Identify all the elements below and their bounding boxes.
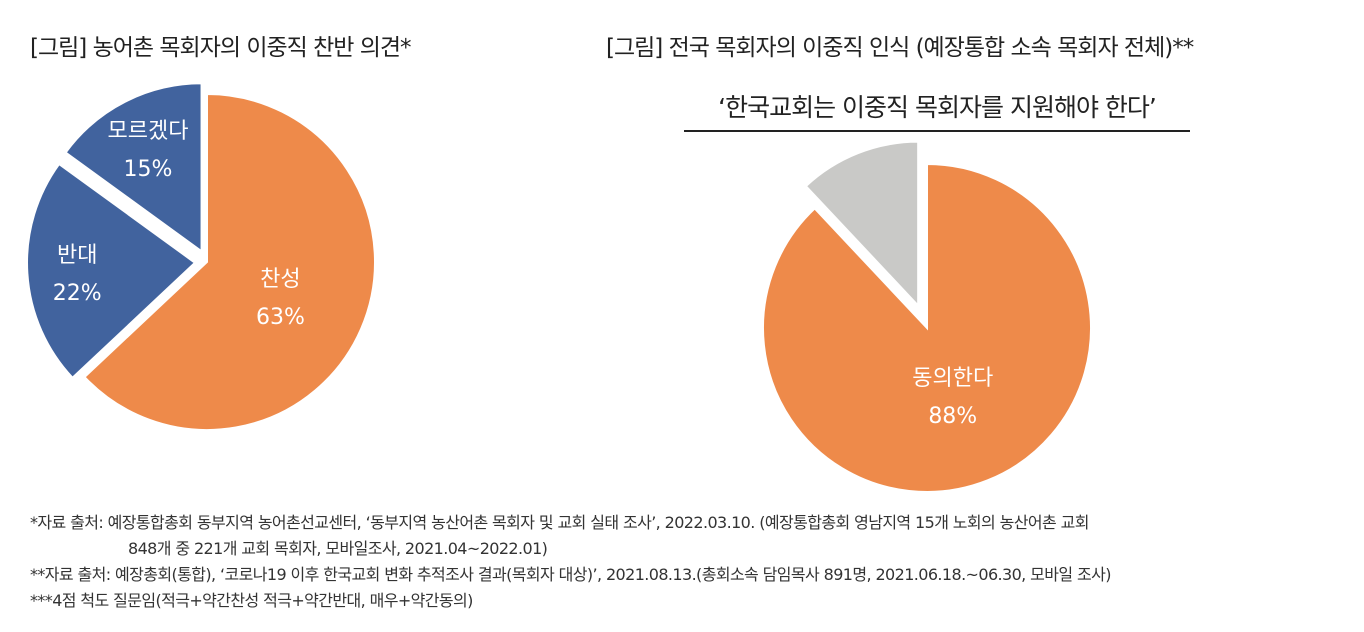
slice-value-label-0-1: 22% (53, 281, 102, 306)
note-2: **자료 출처: 예장총회(통합), ‘코로나19 이후 한국교회 변화 추적조… (30, 565, 1111, 584)
slice-value-label-1-0: 88% (928, 404, 977, 429)
source-notes: *자료 출처: 예장통합총회 동부지역 농어촌선교센터, ‘동부지역 농산어촌 … (30, 510, 1111, 614)
slice-label-0-0: 찬성 (260, 267, 300, 292)
note-3: ***4점 척도 질문임(적극+약간찬성 적극+약간반대, 매우+약간동의) (30, 591, 473, 610)
pie-slice-0-0 (83, 92, 376, 431)
note-1: *자료 출처: 예장통합총회 동부지역 농어촌선교센터, ‘동부지역 농산어촌 … (30, 513, 1089, 532)
slice-value-label-0-2: 15% (124, 157, 173, 182)
slice-label-0-1: 반대 (57, 243, 97, 268)
right-chart-title: [그림] 전국 목회자의 이중직 인식 (예장통합 소속 목회자 전체)** (606, 35, 1194, 61)
left-chart-title: [그림] 농어촌 목회자의 이중직 찬반 의견* (30, 35, 412, 61)
slice-value-label-0-0: 63% (256, 305, 305, 330)
pie-slice-1-1 (804, 140, 920, 309)
right-chart-subtitle: ‘한국교회는 이중직 목회자를 지원해야 한다’ (684, 88, 1190, 132)
pie-slice-0-1 (26, 162, 197, 380)
slice-label-1-0: 동의한다 (912, 366, 993, 391)
slice-label-0-2: 모르겠다 (107, 119, 188, 144)
pie-slice-1-0 (762, 162, 1092, 493)
pie-slice-0-2 (64, 82, 203, 254)
note-1-cont: 848개 중 221개 교회 목회자, 모바일조사, 2021.04~2022.… (128, 539, 548, 558)
